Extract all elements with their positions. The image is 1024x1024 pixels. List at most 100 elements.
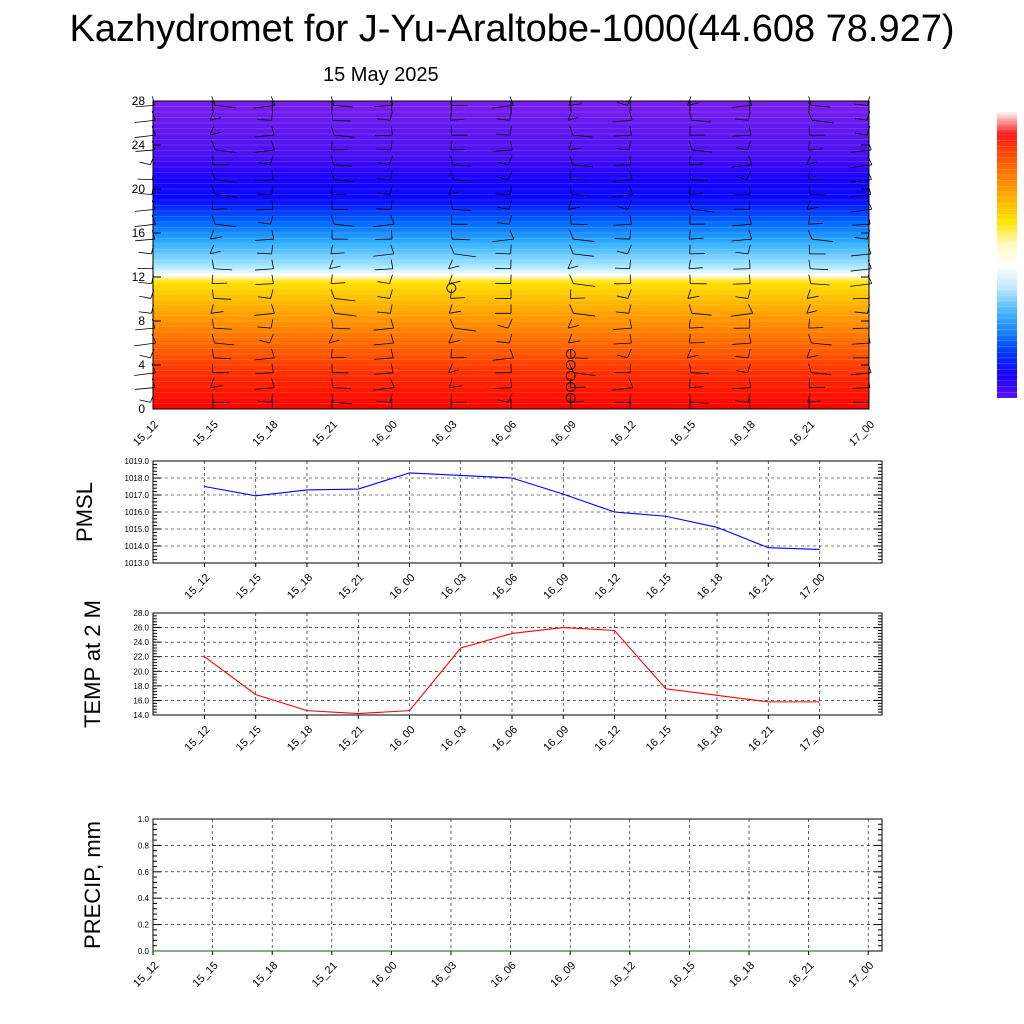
wind-barb-flag [611, 194, 634, 198]
wind-barb-flag [377, 162, 390, 166]
wind-barb-flag [850, 283, 872, 287]
wind-barb-flag [138, 311, 152, 314]
x-tick-label: 16_21 [746, 572, 776, 602]
wind-barb-flag [210, 385, 223, 388]
wind-barb-staff [569, 289, 572, 299]
wind-barb-flag [808, 148, 823, 151]
wind-barb-flag [376, 148, 391, 151]
wind-barb-staff [209, 111, 215, 121]
wind-barb-flag [497, 206, 509, 210]
wind-barb-staff [687, 289, 692, 299]
wind-barb-staff [688, 111, 693, 121]
wind-barb-staff [331, 111, 334, 121]
wind-barb-staff [749, 274, 751, 284]
x-tick-label: 16_18 [728, 419, 758, 449]
wind-barb-flag [374, 134, 393, 137]
wind-barb-flag [259, 339, 270, 344]
wind-barb-staff [390, 200, 393, 210]
wind-barb-staff [330, 170, 335, 180]
wind-barb-staff [627, 289, 632, 299]
y-tick-label: 1019.0 [125, 457, 150, 466]
wind-barb-flag [373, 387, 395, 391]
wind-barb-staff [747, 393, 751, 403]
wind-barb-flag [733, 283, 751, 285]
x-tick-label: 17_00 [798, 724, 828, 754]
wind-barb-flag [808, 178, 824, 181]
wind-barb-staff [747, 363, 751, 373]
y-tick-label: 1016.0 [125, 508, 150, 517]
wind-barb-flag [257, 296, 271, 299]
y-tick-label: 16 [132, 226, 146, 240]
wind-barb-flag [139, 161, 151, 166]
x-tick-label: 16_21 [787, 419, 817, 449]
wind-barb-flag [613, 223, 632, 226]
y-tick-label: 20 [132, 182, 146, 196]
x-tick-label: 16_18 [695, 724, 725, 754]
wind-barb-staff [508, 200, 513, 210]
wind-barb-flag [213, 298, 232, 300]
wind-barb-flag [333, 402, 352, 405]
y-tick-label: 24 [132, 138, 146, 152]
wind-barb-flag [573, 312, 596, 317]
wind-barb-flag [689, 386, 704, 388]
wind-barb-flag [376, 400, 391, 403]
wind-barb-flag [617, 354, 628, 359]
wind-barb-flag [573, 283, 596, 287]
x-tick-label: 16_12 [608, 960, 638, 990]
wind-barb-flag [135, 238, 155, 242]
wind-barb-staff [389, 185, 393, 195]
wind-barb-staff [689, 363, 692, 373]
wind-barb-staff [330, 244, 333, 254]
wind-barb-staff [270, 140, 276, 151]
x-tick-label: 17_00 [847, 419, 877, 449]
wind-barb-staff [688, 230, 691, 240]
wind-barb-flag [331, 356, 347, 359]
wind-barb-flag [567, 117, 579, 121]
wind-barb-flag [496, 118, 510, 121]
wind-barb-staff [211, 200, 214, 210]
wind-barb-flag [134, 119, 156, 123]
wind-barb-staff [390, 170, 393, 180]
wind-barb-staff [808, 215, 811, 225]
wind-barb-flag [134, 134, 156, 138]
wind-barb-staff [569, 155, 574, 165]
wind-barb-staff [271, 348, 275, 358]
x-tick-label: 15_15 [234, 724, 264, 754]
wind-barb-staff [806, 200, 811, 210]
temp-2m-panel: 14.0 16.0 18.0 20.0 22.0 24.0 26.0 28.0 15_12 15_… [80, 600, 883, 754]
wind-barb-flag [134, 208, 156, 212]
wind-barb-staff [450, 140, 452, 150]
wind-barb-staff [569, 185, 573, 195]
wind-barb-staff [390, 333, 394, 344]
calm-circle [565, 371, 576, 381]
wind-barb-staff [269, 333, 274, 344]
x-tick-label: 15_18 [250, 960, 280, 990]
y-tick-label: 8 [138, 314, 145, 328]
wind-barb-staff [629, 259, 631, 269]
wind-barb-staff [629, 319, 633, 329]
wind-barb-flag [377, 296, 390, 299]
wind-barb-flag [254, 357, 275, 361]
wind-barb-flag [333, 105, 353, 108]
wind-barb-staff [807, 393, 811, 403]
wind-barb-staff [748, 155, 753, 165]
wind-barb-flag [210, 236, 223, 240]
wind-barb-staff [390, 244, 395, 255]
wind-barb-staff [390, 319, 395, 329]
x-tick-label: 16_06 [489, 960, 519, 990]
wind-barb-flag [374, 372, 394, 375]
wind-barb-flag [452, 208, 472, 212]
wind-barb-staff [271, 200, 274, 210]
wind-barb-flag [613, 134, 632, 137]
wind-barb-flag [135, 327, 155, 331]
wind-barb-staff [808, 363, 812, 373]
wind-barb-flag [568, 340, 581, 344]
wind-barb-flag [212, 282, 228, 284]
wind-barb-staff [509, 111, 513, 121]
wind-barb-flag [492, 238, 514, 243]
wind-barb-flag [334, 312, 357, 317]
wind-barb-flag [257, 252, 272, 255]
wind-barb-staff [390, 348, 394, 358]
wind-barb-staff [569, 125, 574, 136]
wind-barb-flag [730, 312, 753, 317]
